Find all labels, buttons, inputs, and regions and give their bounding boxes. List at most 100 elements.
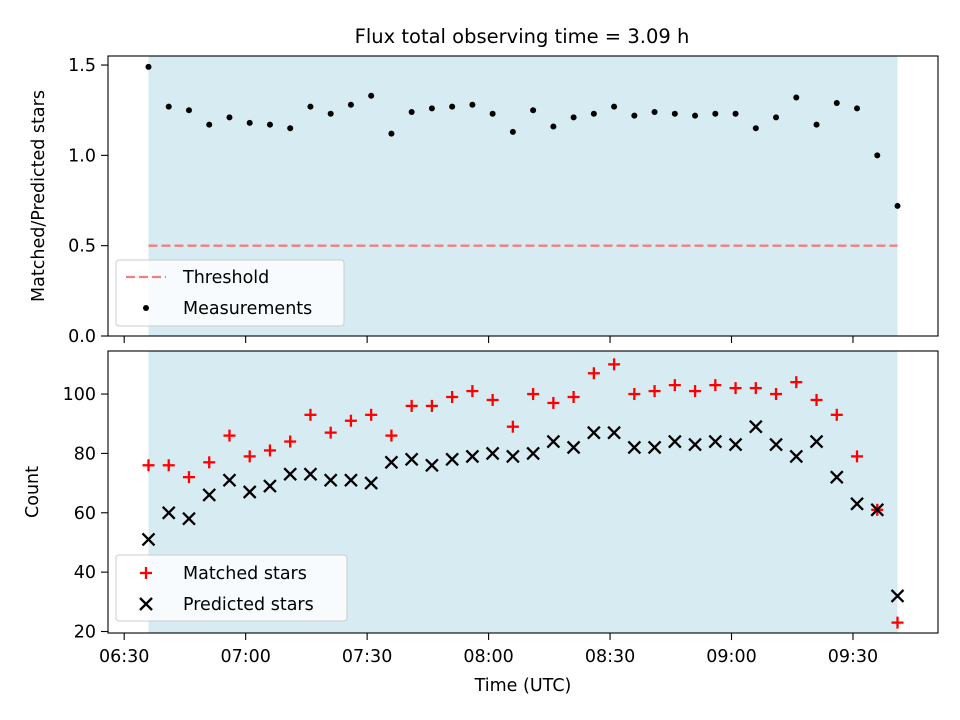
matched-star-point — [223, 429, 236, 442]
matched-star-point — [263, 444, 276, 457]
matched-star-point — [203, 456, 216, 469]
predicted-star-point — [485, 446, 500, 461]
predicted-star-point — [870, 502, 885, 517]
y-tick-label: 0.5 — [68, 237, 96, 257]
measurement-point — [530, 107, 537, 114]
predicted-star-point — [202, 488, 217, 502]
predicted-star-point — [445, 452, 459, 467]
matched-star-point — [587, 367, 600, 380]
x-tick-label: 07:00 — [220, 647, 270, 667]
predicted-star-point — [850, 497, 864, 511]
measurement-point — [793, 94, 800, 101]
measurement-point — [570, 114, 577, 121]
matched-star-point — [365, 408, 378, 421]
measurement-point — [307, 103, 314, 110]
predicted-star-point — [688, 437, 702, 452]
matched-star-point — [567, 391, 580, 404]
predicted-star-point — [627, 440, 642, 455]
measurement-point — [611, 103, 618, 110]
predicted-star-point — [728, 437, 743, 452]
matched-star-point — [628, 388, 641, 401]
measurement-point — [246, 119, 253, 126]
measurement-point — [732, 110, 739, 117]
matched-star-point — [243, 450, 256, 463]
x-tick-label: 07:30 — [342, 647, 392, 667]
measurement-point — [347, 101, 354, 108]
matched-star-point — [425, 399, 438, 412]
measurement-point — [469, 101, 476, 108]
measurement-point — [185, 107, 192, 114]
measurement-point — [894, 202, 901, 209]
predicted-star-point — [323, 473, 338, 487]
top-legend-box — [115, 259, 345, 327]
x-tick-label: 06:30 — [99, 647, 149, 667]
figure-title: Flux total observing time = 3.09 h — [355, 25, 690, 48]
matched-star-point — [709, 379, 722, 392]
predicted-star-point — [384, 455, 399, 470]
predicted-star-point — [283, 467, 298, 482]
bottom-legend-box — [115, 554, 348, 622]
predicted-star-point — [506, 449, 520, 464]
predicted-star-point — [566, 440, 581, 455]
matched-star-point — [284, 435, 297, 448]
predicted-star-point — [222, 473, 237, 487]
predicted-star-point — [789, 449, 804, 464]
predicted-star-point — [809, 434, 824, 449]
measurement-point — [813, 121, 820, 128]
bottom-panel-counts: 20 40 60 80 100 06:30 07:00 07:30 08:00 08:30 09:0… — [23, 350, 939, 696]
predicted-star-point — [890, 589, 905, 603]
matched-star-point — [344, 414, 357, 427]
legend-threshold-label: Threshold — [182, 268, 269, 288]
measurement-point — [509, 128, 516, 135]
matched-star-point — [547, 396, 560, 409]
measurement-point — [752, 125, 759, 132]
matched-star-point — [506, 420, 519, 433]
bottom-axes-frame — [107, 350, 939, 634]
legend-matched-label: Matched stars — [183, 564, 307, 584]
matched-star-point — [830, 408, 843, 421]
x-tick-label: 09:30 — [828, 647, 878, 667]
predicted-star-point — [263, 479, 277, 493]
measurement-point — [327, 110, 334, 117]
x-tick-label: 08:30 — [585, 647, 635, 667]
predicted-star-point — [404, 452, 419, 467]
predicted-star-point — [708, 434, 723, 449]
predicted-star-point — [829, 470, 844, 484]
matched-star-point — [446, 391, 459, 404]
x-tick-label: 08:00 — [463, 647, 513, 667]
predicted-star-point — [587, 425, 601, 440]
measurement-point — [408, 109, 415, 115]
matched-star-point — [324, 426, 337, 439]
predicted-star-point — [344, 473, 358, 487]
measurement-point — [226, 114, 233, 121]
matched-star-point — [689, 385, 702, 398]
measurement-point — [165, 103, 172, 110]
y-tick-label: 1.5 — [68, 56, 96, 76]
matched-star-point — [162, 459, 175, 472]
matched-star-point — [749, 382, 762, 395]
measurement-point — [287, 125, 294, 132]
measurement-point — [651, 109, 658, 115]
matched-star-point — [385, 429, 398, 442]
measurement-point — [773, 114, 780, 121]
measurements-series — [145, 63, 901, 209]
measurement-point — [388, 130, 395, 137]
measurement-point — [590, 110, 597, 117]
y-tick-label: 0.0 — [68, 327, 96, 347]
predicted-star-point — [141, 532, 156, 547]
y-tick-label: 100 — [63, 385, 96, 405]
y-tick-label: 1.0 — [68, 146, 96, 166]
predicted-star-point — [769, 437, 783, 452]
legend-measurements-swatch — [143, 305, 149, 311]
matched-star-point — [770, 388, 783, 401]
matched-star-point — [648, 385, 661, 398]
measurement-point — [833, 99, 840, 106]
matched-star-point — [527, 388, 540, 401]
predicted-star-point — [303, 467, 318, 482]
bottom-y-axis-label: Count — [23, 466, 43, 518]
measurement-point — [145, 63, 152, 70]
y-tick-label: 20 — [74, 623, 96, 643]
matched-star-point — [304, 408, 317, 421]
measurement-point — [671, 110, 678, 117]
matched-star-point — [790, 376, 803, 389]
